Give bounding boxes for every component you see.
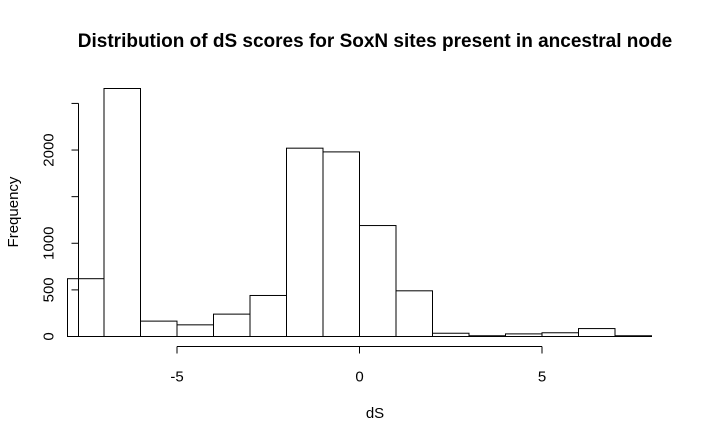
histogram-bar-11: [468, 335, 506, 338]
histogram-bar-2: [140, 320, 178, 338]
bars-group: [67, 88, 652, 338]
histogram-bar-6: [286, 147, 324, 337]
histogram-bar-14: [578, 328, 616, 338]
y-tick-label: 500: [41, 277, 58, 302]
histogram-bar-13: [541, 332, 579, 338]
y-tick-label: 0: [41, 332, 58, 340]
chart-title: Distribution of dS scores for SoxN sites…: [78, 31, 672, 52]
y-axis-label: Frequency: [5, 176, 22, 247]
histogram-bar-4: [213, 313, 251, 337]
histogram-bar-7: [322, 151, 360, 337]
x-tick-label: -5: [170, 369, 183, 386]
y-tick-label: 1000: [41, 227, 58, 260]
x-axis-label: dS: [366, 405, 384, 422]
histogram-bar-15: [614, 335, 652, 338]
histogram-bar-10: [432, 332, 470, 338]
histogram-bar-1: [103, 88, 141, 337]
histogram-bar-5: [249, 294, 287, 338]
y-tick-label: 2000: [41, 133, 58, 166]
histogram-bar-12: [505, 333, 543, 337]
y-axis: 0 500 1000 2000: [41, 102, 79, 341]
x-axis: -5 0 5: [170, 346, 546, 386]
histogram-bar-8: [359, 225, 397, 337]
histogram-bar-9: [395, 290, 433, 338]
histogram-bar-0: [67, 278, 105, 338]
histogram-bar-3: [176, 324, 214, 337]
x-tick-label: 5: [538, 369, 546, 386]
x-tick-label: 0: [355, 369, 363, 386]
